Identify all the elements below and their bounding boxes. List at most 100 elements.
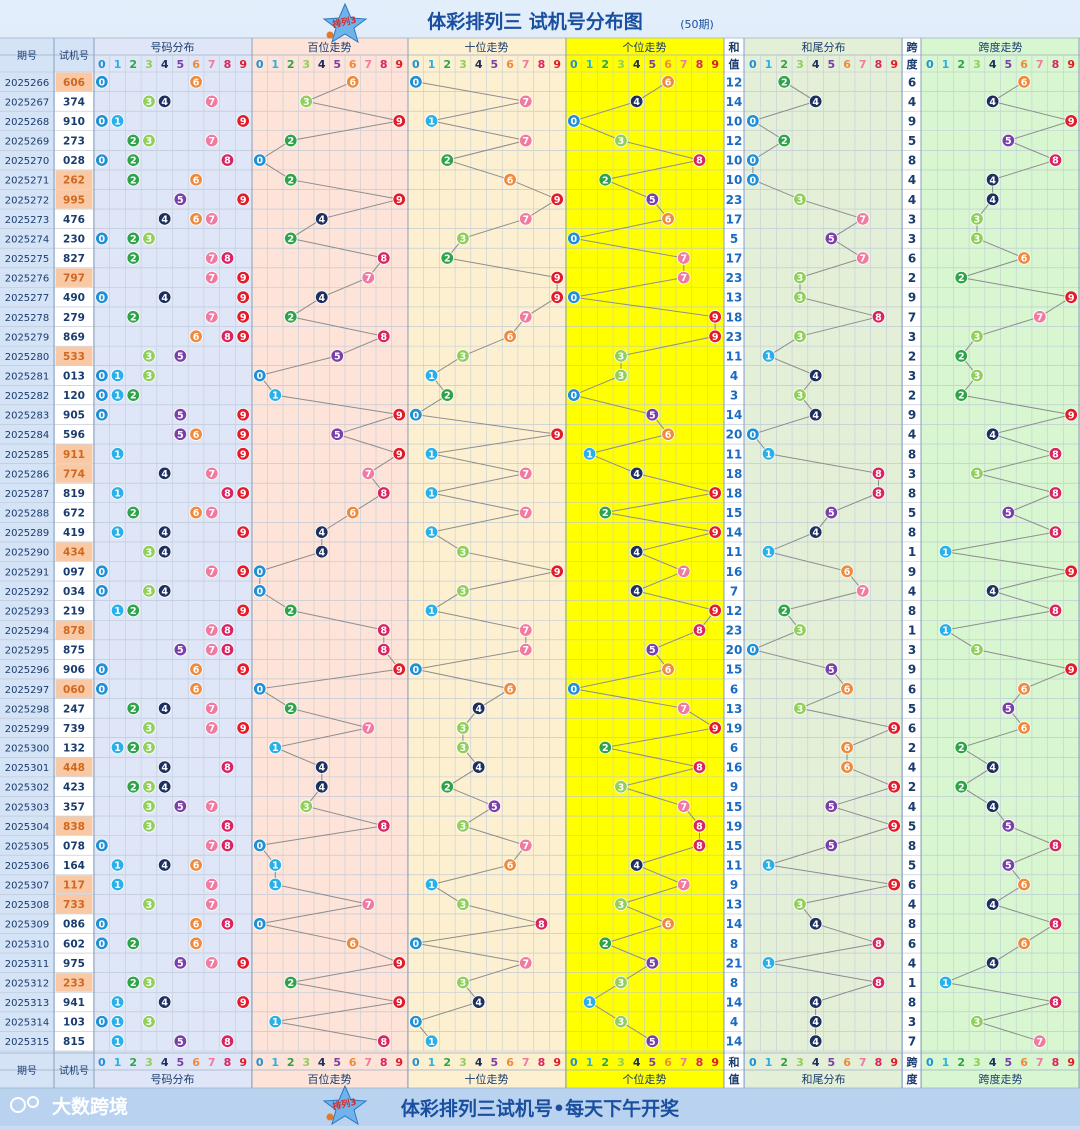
svg-text:4: 4 [318,528,325,539]
period-cell: 2025285 [5,450,50,461]
distribution-ball: 3 [142,740,156,755]
period-cell: 2025281 [5,371,50,382]
span-value-cell: 9 [908,565,916,579]
distribution-ball: 3 [142,1014,156,1029]
span-value-cell: 3 [908,1015,916,1029]
span-value-cell: 5 [908,134,916,148]
svg-text:1: 1 [428,371,435,382]
svg-text:3: 3 [303,802,310,813]
svg-text:0: 0 [256,841,263,852]
digit-header-1-0-bottom: 0 [256,1056,264,1069]
svg-text:7: 7 [1036,312,1043,323]
sum-tail-ball: 1 [761,447,776,461]
tens-ball: 7 [519,838,533,853]
distribution-ball: 7 [205,212,219,226]
sum-tail-ball: 3 [793,329,807,344]
tens-ball: 7 [519,212,533,226]
svg-text:2: 2 [781,136,788,147]
digit-header-1-9-bottom: 9 [395,1056,403,1069]
period-cell: 2025298 [5,704,50,715]
span-ball: 3 [970,329,984,344]
trial-number-cell: 878 [63,625,85,637]
span-value-cell: 4 [908,761,916,775]
span-value-cell: 8 [908,917,916,931]
trial-number-cell: 910 [63,116,85,128]
hundreds-ball: 0 [253,838,267,853]
span-ball: 8 [1048,447,1063,461]
span-value-cell: 4 [908,193,916,207]
svg-text:4: 4 [161,782,168,793]
period-cell: 2025272 [5,195,50,206]
svg-text:3: 3 [146,724,153,735]
digit-header-5-8-top: 8 [1052,58,1060,71]
svg-text:4: 4 [318,293,325,304]
svg-text:8: 8 [380,254,387,265]
svg-text:4: 4 [812,919,819,930]
svg-text:0: 0 [99,371,106,382]
digit-header-1-1-top: 1 [271,58,279,71]
tens-ball: 2 [440,251,454,265]
svg-text:4: 4 [161,586,168,597]
svg-text:4: 4 [161,763,168,774]
svg-text:0: 0 [256,156,263,167]
svg-text:4: 4 [989,195,996,206]
span-ball: 9 [1064,564,1078,578]
period-cell: 2025287 [5,489,50,500]
svg-text:0: 0 [99,567,106,578]
svg-text:7: 7 [680,802,687,813]
trial-number-cell: 219 [63,605,85,617]
svg-text:9: 9 [240,273,247,284]
sum-tail-ball: 6 [840,760,854,774]
span-value-cell: 4 [908,173,916,187]
units-ball: 4 [629,545,644,559]
digit-header-3-2-top: 2 [601,58,609,71]
svg-text:0: 0 [750,156,757,167]
svg-text:6: 6 [193,77,200,88]
sum-value-cell: 6 [730,741,738,755]
units-ball: 9 [708,603,722,618]
tens-ball: 0 [409,407,423,422]
svg-text:2: 2 [130,978,137,989]
distribution-ball: 3 [142,721,156,735]
sum-tail-ball: 0 [746,642,760,657]
svg-text:6: 6 [193,214,200,225]
digit-header-2-1-bottom: 1 [428,1056,436,1069]
svg-text:5: 5 [649,1037,656,1048]
svg-text:5: 5 [177,352,184,363]
trial-number-cell: 733 [63,899,85,911]
span-ball: 4 [985,427,1000,441]
digit-header-2-6-top: 6 [506,58,514,71]
svg-text:9: 9 [1068,665,1075,676]
sum-value-cell: 11 [726,349,743,363]
digit-header-2-3-bottom: 3 [459,1056,467,1069]
distribution-ball: 6 [189,858,203,872]
svg-text:3: 3 [797,704,804,715]
digit-header-5-8-bottom: 8 [1052,1056,1060,1069]
footer-badge-icon: 排列3 [322,1084,368,1126]
svg-text:8: 8 [875,312,882,323]
tens-ball: 2 [440,153,454,167]
svg-text:7: 7 [859,586,866,597]
svg-text:2: 2 [444,156,451,167]
svg-text:7: 7 [208,312,215,323]
tens-ball: 8 [534,917,549,931]
distribution-ball: 7 [205,877,219,892]
page-title: 体彩排列三 试机号分布图 [427,10,643,33]
units-ball: 2 [598,505,612,520]
svg-text:7: 7 [680,704,687,715]
svg-text:7: 7 [522,508,529,519]
span-value-cell: 4 [908,584,916,598]
sum-value-cell: 15 [726,839,743,853]
svg-text:9: 9 [1068,410,1075,421]
distribution-ball: 2 [126,251,140,265]
svg-text:9: 9 [1068,117,1075,128]
distribution-ball: 9 [236,564,250,578]
period-cell: 2025290 [5,548,50,559]
distribution-ball: 0 [95,838,109,853]
distribution-ball: 8 [220,819,235,833]
distribution-ball: 2 [126,388,140,402]
svg-text:9: 9 [396,410,403,421]
sum-header-bottom-bottom: 值 [729,1072,740,1086]
hundreds-ball: 7 [361,270,375,285]
